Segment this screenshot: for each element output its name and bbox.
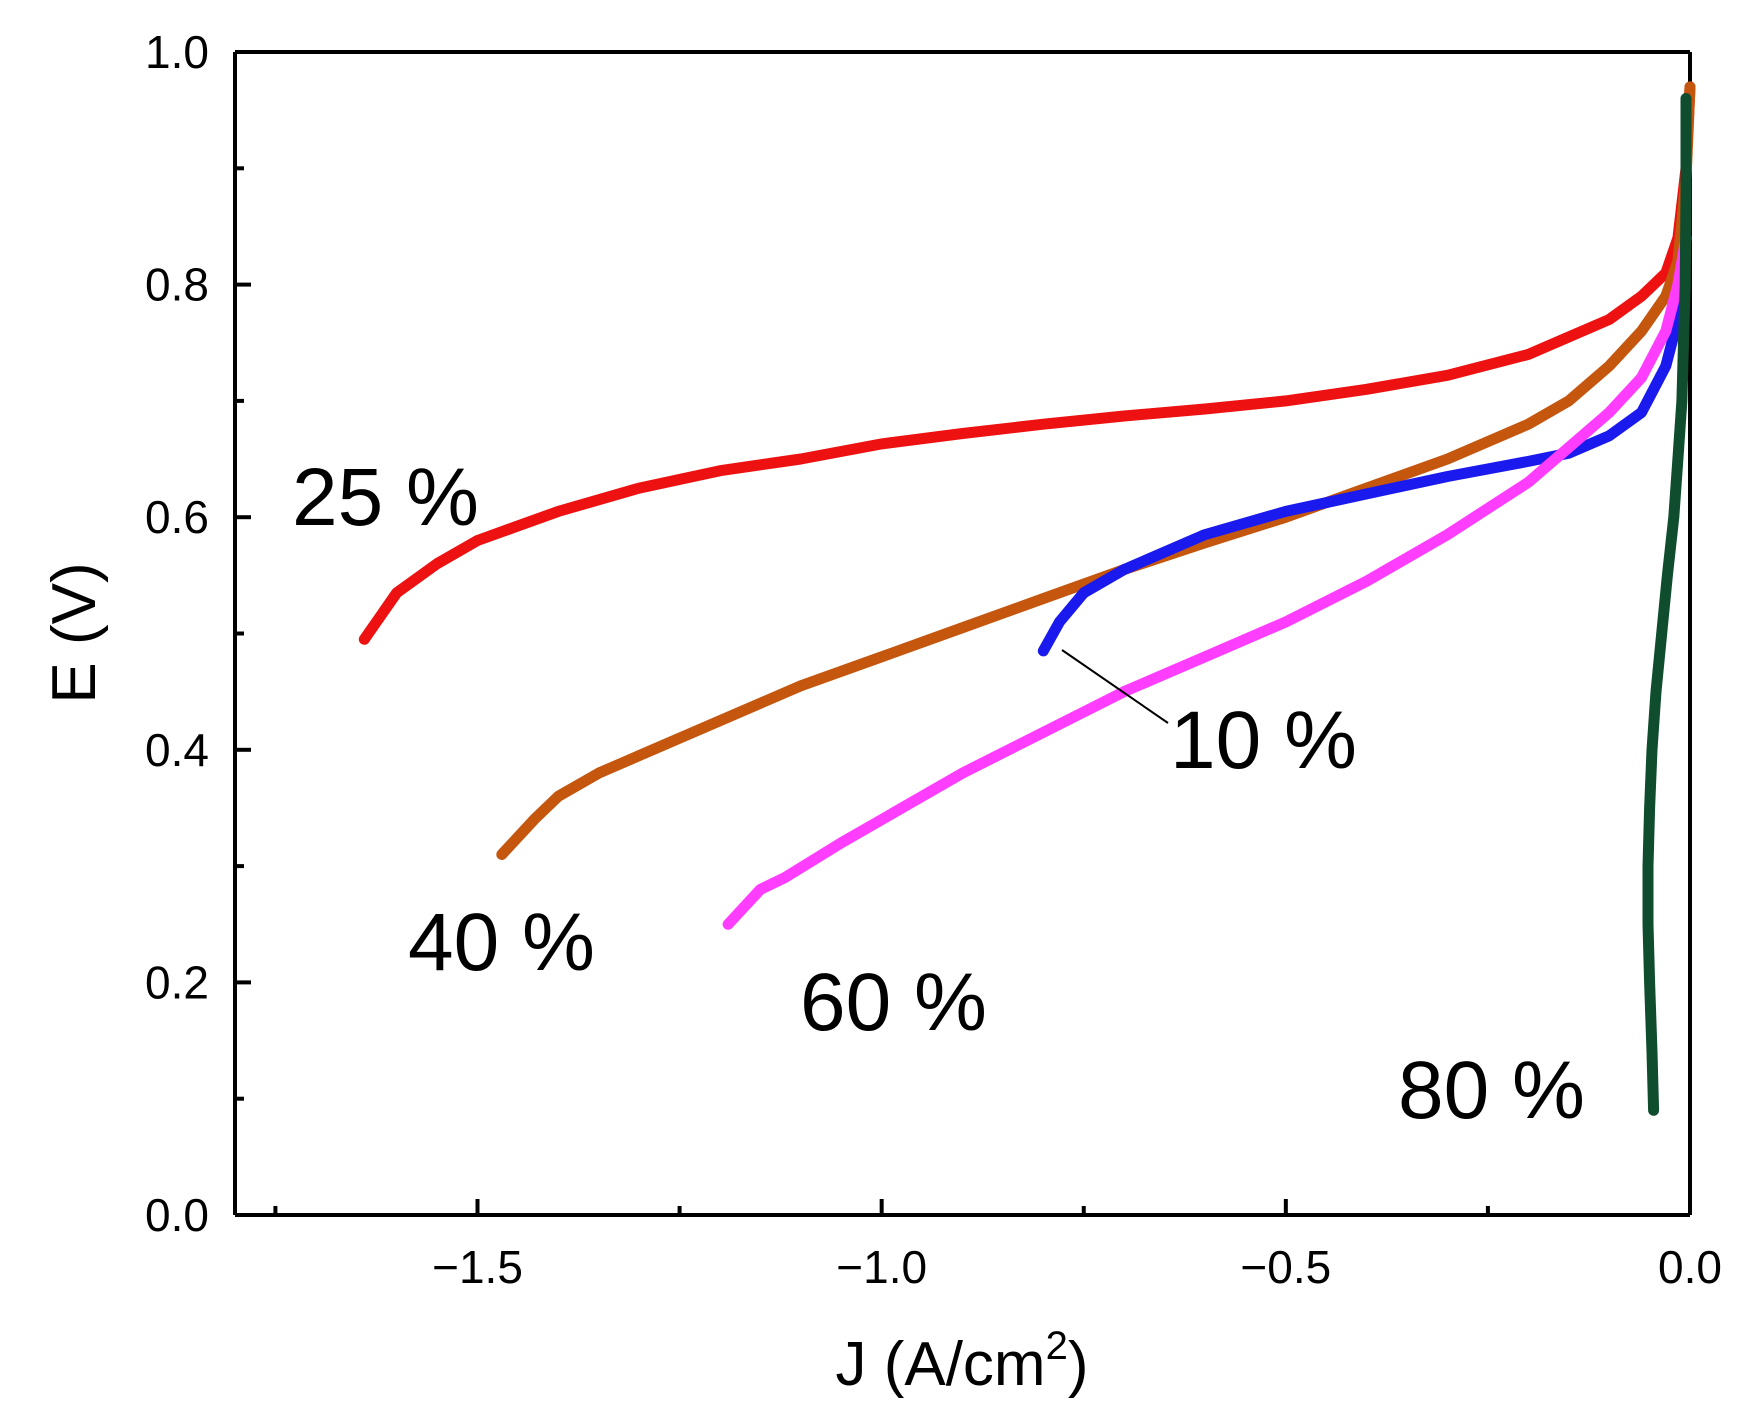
y-tick-label: 0.6 <box>145 491 209 543</box>
series-line-10 <box>1037 232 1692 657</box>
y-tick-label: 0.0 <box>145 1189 209 1241</box>
x-axis-title: J (A/cm2) <box>835 1324 1088 1399</box>
y-tick-label: 0.2 <box>145 956 209 1008</box>
series-label-25: 25 % <box>292 452 479 543</box>
y-axis-title: E (V) <box>40 562 109 703</box>
series-label-10: 10 % <box>1170 695 1357 786</box>
x-tick-label: −1.0 <box>836 1241 927 1293</box>
x-tick-label: −0.5 <box>1240 1241 1331 1293</box>
series-line-40 <box>496 81 1696 860</box>
series-label-80: 80 % <box>1398 1045 1585 1136</box>
x-axis-title-suffix: ) <box>1068 1330 1089 1399</box>
series-line-60 <box>722 232 1692 930</box>
x-ticks: −1.5 −1.0 −0.5 0.0 <box>273 1199 1722 1293</box>
x-tick-label: −1.5 <box>432 1241 523 1293</box>
series-group <box>358 81 1696 1116</box>
y-tick-label: 0.4 <box>145 724 209 776</box>
y-tick-label: 0.8 <box>145 259 209 311</box>
x-axis-title-sup: 2 <box>1046 1324 1068 1368</box>
y-tick-label: 1.0 <box>145 26 209 78</box>
pointer-line-10 <box>1061 649 1169 724</box>
x-axis-title-main: J (A/cm <box>835 1330 1045 1399</box>
x-tick-label: 0.0 <box>1658 1241 1722 1293</box>
y-ticks: 0.0 0.2 0.4 0.6 0.8 1.0 <box>145 26 251 1241</box>
series-line-80 <box>1642 93 1692 1116</box>
series-label-60: 60 % <box>800 957 987 1048</box>
series-line-25 <box>358 81 1696 645</box>
series-label-40: 40 % <box>408 897 595 988</box>
